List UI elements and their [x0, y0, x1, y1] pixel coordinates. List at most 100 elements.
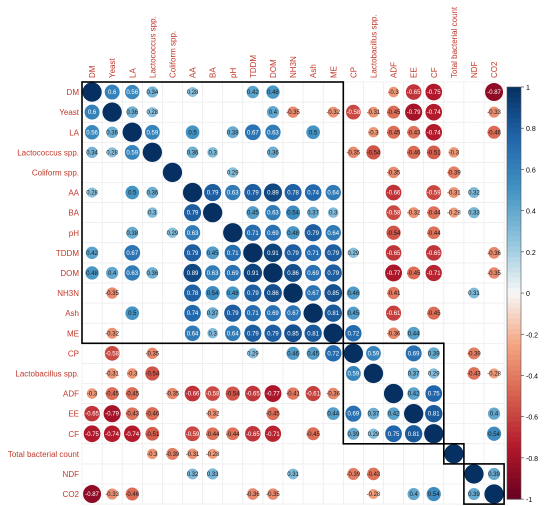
corr-circle-r11-c8: [244, 305, 261, 322]
colorbar-tick-label: -0.8: [526, 456, 538, 463]
corr-circle-r17-c6: [206, 427, 220, 441]
corr-circle-r3-c14: [366, 145, 381, 160]
row-label-aa: AA: [68, 189, 79, 198]
colorbar-segment: [507, 437, 521, 443]
colorbar-segment: [507, 457, 521, 464]
corr-value-r5-c11: 0.74: [307, 191, 319, 197]
column-label-yeast: Yeast: [108, 58, 117, 78]
corr-circle-r7-c7: [223, 223, 243, 243]
corr-circle-r12-c6: [207, 327, 218, 339]
corr-value-r10-c6: 0.54: [207, 291, 219, 297]
corr-value-r10-c8: 0.79: [247, 291, 259, 297]
corr-circle-r11-c6: [206, 307, 219, 320]
corr-circle-r11-c11: [303, 303, 323, 323]
corr-circle-r16-c14: [367, 407, 380, 420]
corr-circle-r3-c6: [207, 147, 218, 158]
row-label-la: LA: [69, 128, 79, 137]
colorbar-segment: [507, 329, 521, 335]
colorbar-segment: [507, 287, 521, 294]
corr-circle-r1-c14: [368, 106, 379, 118]
corr-circle-r0-c15: [388, 86, 399, 98]
colorbar-segment: [507, 303, 521, 310]
colorbar-segment: [507, 339, 521, 346]
colorbar-segment: [507, 323, 521, 330]
corr-value-r17-c6: -0.44: [206, 432, 220, 438]
corr-circle-r12-c16: [407, 326, 421, 340]
colorbar-segment: [507, 195, 521, 201]
corr-value-r6-c16: -0.32: [407, 211, 421, 217]
corr-circle-r5-c6: [204, 183, 222, 202]
corr-value-r9-c10: 0.86: [287, 271, 299, 277]
colorbar-segment: [507, 421, 521, 428]
corr-value-r17-c15: 0.75: [388, 432, 400, 438]
corr-value-r7-c2: 0.38: [126, 231, 138, 237]
corr-circle-r10-c19: [468, 287, 480, 299]
corr-value-r11-c12: 0.81: [327, 311, 339, 317]
corr-circle-r6-c17: [427, 206, 441, 220]
corr-value-r15-c9: -0.77: [266, 392, 280, 398]
corr-circle-r1-c10: [287, 106, 299, 118]
corr-circle-r14-c1: [106, 368, 118, 379]
corr-value-r8-c2: 0.67: [126, 251, 138, 257]
column-label-dm: DM: [88, 65, 97, 78]
corr-circle-r12-c12: [323, 323, 343, 343]
corr-circle-r20-c19: [467, 488, 480, 501]
corr-circle-r12-c1: [106, 327, 118, 339]
corr-value-r7-c11: 0.79: [307, 231, 319, 237]
corr-circle-r8-c2: [124, 244, 141, 261]
corr-value-r11-c6: 0.37: [207, 311, 219, 317]
colorbar-segment: [507, 184, 521, 191]
corr-circle-r12-c10: [284, 324, 302, 343]
corr-value-r11-c15: -0.61: [387, 311, 401, 317]
corr-value-r11-c8: 0.71: [247, 311, 259, 317]
column-label-ba: BA: [209, 67, 218, 78]
corr-circle-r11-c13: [346, 306, 360, 320]
corr-value-r9-c0: 0.48: [86, 271, 98, 277]
corr-value-r0-c2: 0.56: [126, 90, 138, 96]
corr-value-r20-c9: -0.35: [266, 492, 280, 498]
colorbar-segment: [507, 463, 521, 469]
corr-circle-r15-c0: [86, 388, 98, 399]
corr-value-r15-c4: -0.35: [166, 392, 180, 398]
colorbar-segment: [507, 272, 521, 279]
corr-circle-r5-c5: [182, 182, 203, 203]
colorbar-segment: [507, 370, 521, 376]
corr-circle-r12-c8: [244, 324, 262, 342]
corr-value-r17-c20: 0.54: [488, 432, 500, 438]
corr-circle-r5-c3: [146, 186, 159, 199]
corr-value-r10-c12: 0.85: [327, 291, 339, 297]
column-label-adf: ADF: [390, 62, 399, 78]
corr-circle-r0-c3: [146, 86, 158, 98]
corr-value-r16-c0: -0.65: [85, 412, 99, 418]
colorbar-tick-label: 0.6: [526, 167, 536, 174]
corr-circle-r10-c9: [264, 284, 282, 302]
corr-value-r13-c3: -0.35: [146, 351, 160, 357]
corr-value-r11-c17: -0.45: [427, 311, 441, 317]
corr-circle-r2-c0: [84, 125, 100, 140]
corr-circle-r1-c17: [425, 103, 443, 121]
corr-value-r5-c19: 0.32: [468, 191, 480, 197]
corr-value-r3-c18: -0.3: [449, 150, 460, 156]
colorbar-segment: [507, 174, 521, 181]
row-label-ash: Ash: [65, 309, 79, 318]
corr-circle-r9-c17: [425, 264, 442, 282]
corr-value-r15-c17: 0.75: [428, 392, 440, 398]
corr-value-r11-c13: 0.45: [348, 311, 360, 317]
corr-circle-r18-c5: [187, 448, 198, 460]
corr-circle-r8-c5: [183, 244, 202, 262]
corr-value-r11-c2: 0.5: [128, 311, 137, 317]
corr-circle-r9-c2: [124, 265, 140, 281]
corr-value-r17-c7: -0.44: [226, 432, 240, 438]
corr-circle-r8-c13: [348, 247, 359, 259]
corr-value-r20-c1: -0.33: [105, 492, 119, 498]
corr-value-r10-c1: -0.35: [105, 291, 119, 297]
corr-circle-r7-c17: [427, 226, 441, 240]
corr-circle-r15-c16: [407, 387, 420, 400]
corr-value-r0-c15: -0.3: [388, 90, 399, 96]
corr-value-r7-c17: -0.44: [427, 231, 441, 237]
column-label-ph: pH: [229, 68, 238, 78]
corr-value-r5-c3: 0.36: [147, 191, 159, 197]
corr-value-r8-c11: 0.71: [307, 251, 319, 257]
corr-circle-r17-c14: [368, 428, 379, 439]
corr-circle-r17-c13: [347, 427, 360, 440]
